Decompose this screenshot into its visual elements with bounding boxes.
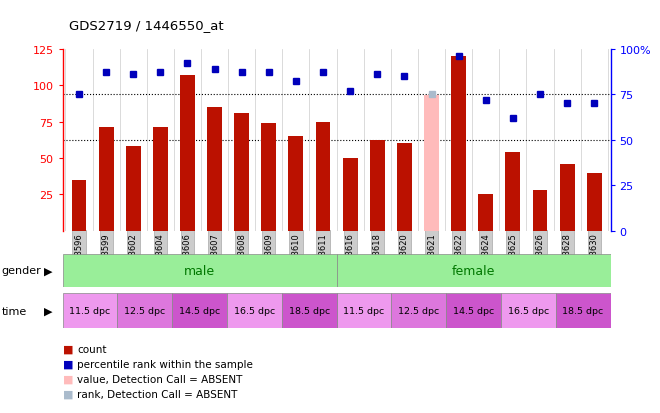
Text: 18.5 dpc: 18.5 dpc <box>562 306 604 315</box>
Bar <box>424 96 439 231</box>
Bar <box>63 293 117 328</box>
Bar <box>117 293 172 328</box>
Text: ■: ■ <box>63 389 73 399</box>
Bar <box>315 122 331 231</box>
Bar <box>180 76 195 231</box>
Text: ▶: ▶ <box>44 266 53 275</box>
Text: 16.5 dpc: 16.5 dpc <box>508 306 549 315</box>
Text: gender: gender <box>1 266 41 275</box>
Bar <box>63 254 337 287</box>
Bar <box>172 293 227 328</box>
Bar <box>288 137 304 231</box>
Bar <box>234 114 249 231</box>
Bar <box>343 159 358 231</box>
Bar <box>126 147 141 231</box>
Bar <box>261 124 277 231</box>
Text: ■: ■ <box>63 344 73 354</box>
Bar <box>98 128 114 231</box>
Text: 18.5 dpc: 18.5 dpc <box>288 306 330 315</box>
Bar <box>501 293 556 328</box>
Bar <box>451 57 466 231</box>
Text: 11.5 dpc: 11.5 dpc <box>69 306 111 315</box>
Bar <box>282 293 337 328</box>
Bar <box>391 293 446 328</box>
Text: ▶: ▶ <box>44 306 53 316</box>
Text: female: female <box>452 264 495 277</box>
Text: 12.5 dpc: 12.5 dpc <box>398 306 440 315</box>
Bar <box>337 254 610 287</box>
Bar <box>533 190 547 231</box>
Text: 11.5 dpc: 11.5 dpc <box>343 306 385 315</box>
Text: 12.5 dpc: 12.5 dpc <box>124 306 166 315</box>
Bar <box>397 144 412 231</box>
Bar <box>556 293 611 328</box>
Bar <box>337 293 391 328</box>
Bar <box>560 164 575 231</box>
Text: male: male <box>184 264 215 277</box>
Bar <box>207 108 222 231</box>
Text: 14.5 dpc: 14.5 dpc <box>453 306 494 315</box>
Text: percentile rank within the sample: percentile rank within the sample <box>77 359 253 369</box>
Bar <box>227 293 282 328</box>
Text: rank, Detection Call = ABSENT: rank, Detection Call = ABSENT <box>77 389 238 399</box>
Bar <box>446 293 501 328</box>
Text: 16.5 dpc: 16.5 dpc <box>234 306 275 315</box>
Bar <box>153 128 168 231</box>
Text: 14.5 dpc: 14.5 dpc <box>179 306 220 315</box>
Bar <box>587 173 602 231</box>
Bar <box>506 153 520 231</box>
Text: count: count <box>77 344 107 354</box>
Text: ■: ■ <box>63 359 73 369</box>
Text: GDS2719 / 1446550_at: GDS2719 / 1446550_at <box>69 19 224 31</box>
Text: time: time <box>1 306 26 316</box>
Text: ■: ■ <box>63 374 73 384</box>
Bar <box>478 195 493 231</box>
Bar <box>71 180 86 231</box>
Bar <box>370 141 385 231</box>
Text: value, Detection Call = ABSENT: value, Detection Call = ABSENT <box>77 374 243 384</box>
